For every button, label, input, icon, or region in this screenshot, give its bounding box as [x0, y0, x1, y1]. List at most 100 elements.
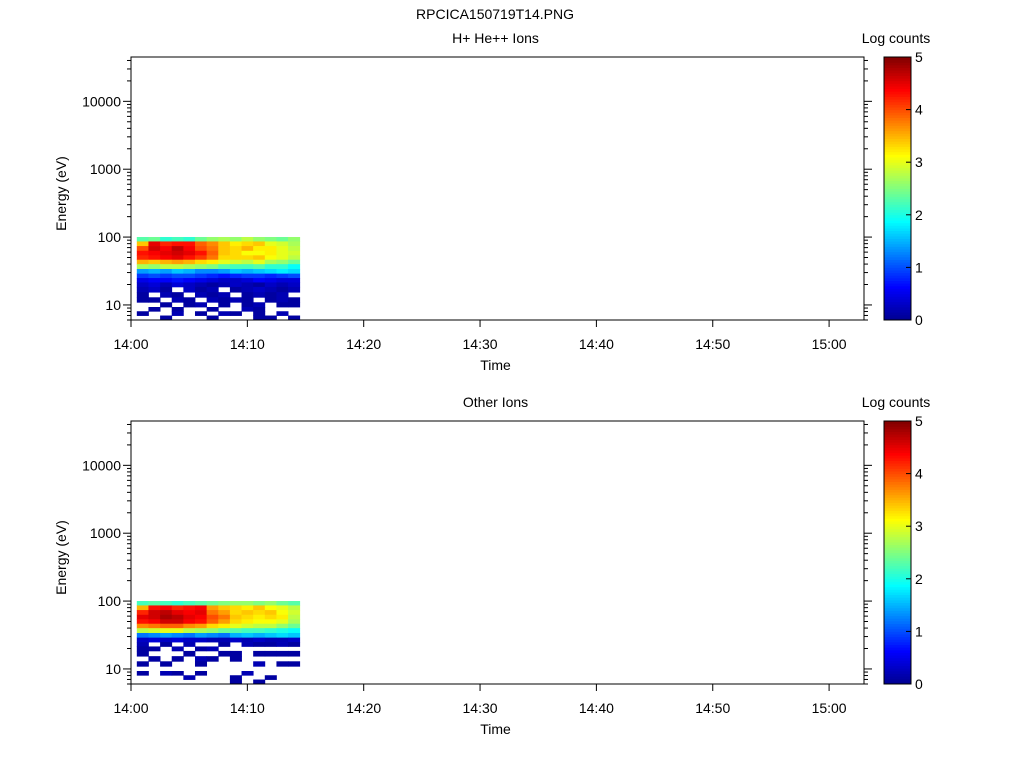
heatmap-cell — [276, 292, 289, 298]
heatmap-cell — [241, 241, 254, 247]
heatmap-cell — [183, 250, 196, 256]
colorbar-band — [884, 492, 911, 496]
colorbar-band — [884, 183, 911, 187]
colorbar-band — [884, 623, 911, 627]
colorbar-band — [884, 628, 911, 632]
colorbar-band — [884, 678, 911, 682]
heatmap-cell — [148, 273, 161, 279]
colorbar-tick-label: 0 — [915, 312, 923, 328]
heatmap-cell — [171, 278, 184, 283]
heatmap-cell — [229, 268, 242, 275]
colorbar-band — [884, 436, 911, 440]
colorbar-band — [884, 520, 911, 525]
colorbar-band — [884, 549, 911, 553]
colorbar-tick-label: 5 — [915, 49, 923, 65]
heatmap-cell — [218, 605, 231, 611]
heatmap-cell — [194, 292, 208, 298]
colorbar-band — [884, 484, 911, 488]
colorbar-band — [884, 59, 911, 63]
heatmap-cell — [253, 241, 266, 247]
heatmap-cell — [148, 632, 161, 639]
colorbar-band — [884, 428, 911, 433]
colorbar-band — [884, 568, 911, 572]
colorbar-band — [884, 57, 911, 61]
heatmap-cell — [136, 264, 149, 270]
colorbar-frame — [883, 420, 912, 685]
colorbar-band — [884, 101, 911, 105]
colorbar-band — [884, 272, 911, 276]
heatmap-cell — [253, 250, 266, 256]
colorbar-band — [884, 531, 911, 535]
heatmap-cell — [194, 236, 208, 242]
heatmap-cell — [136, 605, 149, 611]
colorbar-band — [884, 314, 911, 318]
heatmap-cell — [183, 628, 196, 634]
heatmap-cell — [276, 278, 289, 283]
heatmap-cell — [160, 292, 173, 298]
heatmap-cell — [264, 637, 277, 643]
heatmap-cell — [148, 264, 161, 270]
heatmap-cell — [160, 637, 173, 643]
colorbar-band — [884, 499, 911, 504]
colorbar-band — [884, 209, 911, 213]
colorbar-band — [884, 576, 911, 580]
colorbar-band — [884, 463, 911, 467]
colorbar-band — [884, 478, 911, 482]
colorbar-tick-label: 4 — [915, 102, 923, 118]
colorbar-band — [884, 447, 911, 451]
heatmap-cell — [194, 278, 208, 283]
heatmap-cell — [194, 605, 208, 611]
heatmap-cell — [148, 297, 161, 303]
heatmap-cell — [264, 614, 277, 620]
heatmap-cell — [206, 278, 219, 283]
heatmap-cell — [183, 610, 196, 616]
heatmap-cell — [194, 259, 208, 265]
colorbar-band — [884, 555, 911, 559]
heatmap-cell — [288, 264, 301, 270]
heatmap-cell — [194, 273, 208, 279]
colorbar-band — [884, 620, 911, 625]
x-tick-label: 14:20 — [346, 700, 381, 716]
colorbar-band — [884, 298, 911, 303]
colorbar-band — [884, 301, 911, 305]
colorbar-band — [884, 201, 911, 205]
colorbar-band — [884, 570, 911, 575]
heatmap-cell — [160, 268, 173, 275]
heatmap-cell — [206, 282, 219, 288]
heatmap-cell — [160, 278, 173, 283]
heatmap-cell — [264, 610, 277, 616]
heatmap-cell — [136, 642, 149, 647]
colorbar-band — [884, 647, 911, 651]
heatmap-cell — [183, 246, 196, 252]
colorbar-band — [884, 660, 911, 664]
colorbar-band — [884, 225, 911, 229]
heatmap-cell — [218, 241, 231, 247]
y-axis-label: Energy (eV) — [53, 156, 69, 231]
colorbar-band — [884, 238, 911, 242]
colorbar-band — [884, 233, 911, 237]
colorbar-band — [884, 460, 911, 464]
heatmap-cell — [276, 637, 289, 643]
colorbar-band — [884, 639, 911, 643]
heatmap-cell — [229, 679, 242, 685]
heatmap-cell — [194, 282, 208, 288]
page-title: RPCICA150719T14.PNG — [416, 6, 574, 22]
colorbar-band — [884, 125, 911, 129]
colorbar-band — [884, 246, 911, 250]
x-tick-label: 14:10 — [230, 336, 265, 352]
colorbar-band — [884, 270, 911, 274]
heatmap-cell — [171, 250, 184, 256]
heatmap-cell — [218, 610, 231, 616]
colorbar-band — [884, 104, 911, 108]
colorbar-tick-label: 2 — [915, 207, 923, 223]
heatmap-cell — [194, 241, 208, 247]
heatmap-cell — [264, 250, 277, 256]
colorbar-band — [884, 534, 911, 538]
heatmap-cell — [241, 619, 254, 625]
heatmap-cell — [171, 236, 184, 242]
heatmap-cell — [171, 268, 184, 275]
heatmap-cell — [276, 241, 289, 247]
heatmap-cell — [241, 605, 254, 611]
colorbar-band — [884, 172, 911, 176]
heatmap-cell — [288, 255, 301, 261]
